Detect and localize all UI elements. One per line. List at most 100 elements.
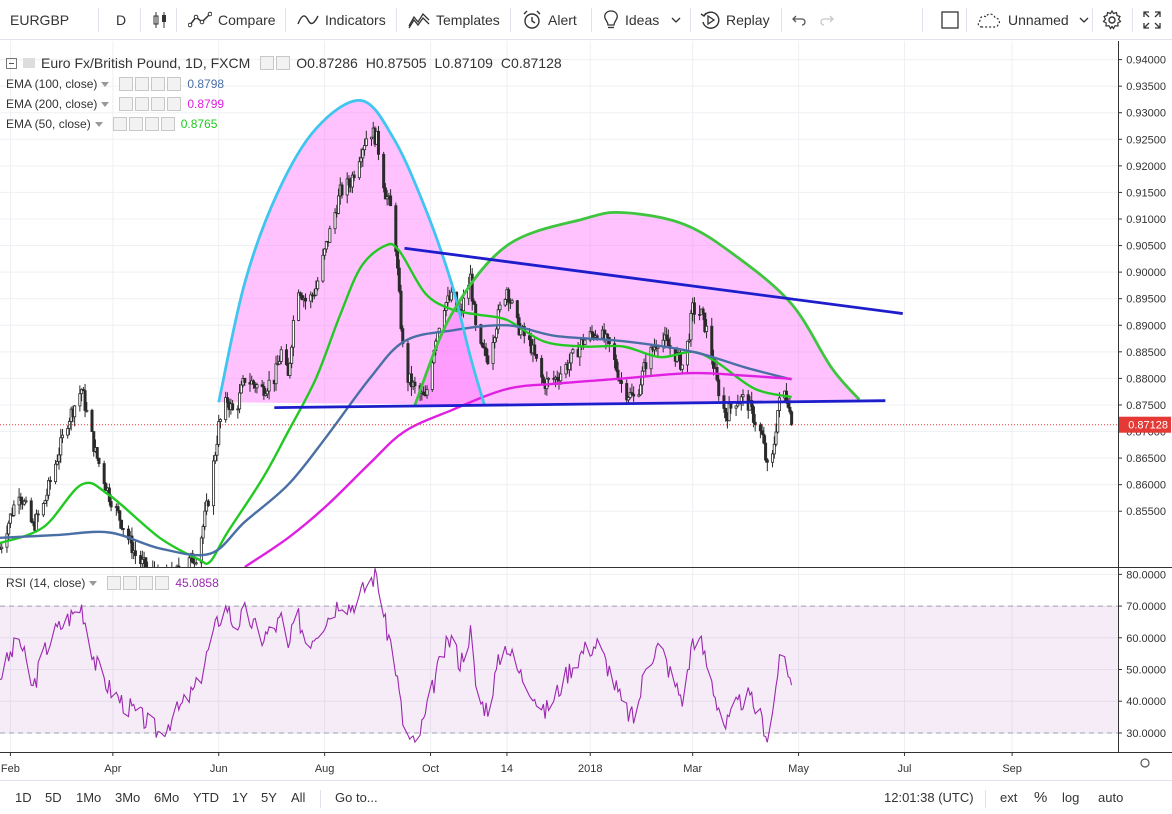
- interval-button[interactable]: D: [116, 0, 126, 40]
- range-all-button[interactable]: All: [291, 790, 306, 805]
- eye-icon[interactable]: [107, 576, 122, 590]
- utc-clock[interactable]: 12:01:38 (UTC): [884, 790, 974, 805]
- auto-scale-toggle[interactable]: auto: [1098, 790, 1124, 805]
- plus-icon[interactable]: [139, 576, 154, 590]
- plus-icon[interactable]: [144, 117, 159, 131]
- candle: [630, 383, 634, 396]
- candle: [120, 519, 124, 531]
- goto-button[interactable]: Go to...: [335, 790, 378, 805]
- candle-body: [239, 384, 243, 394]
- range-5d-button[interactable]: 5D: [45, 790, 62, 805]
- candle-body: [260, 384, 264, 387]
- settings-button[interactable]: [1102, 0, 1122, 40]
- ema200-label: EMA (200, close): [6, 97, 98, 111]
- close-icon[interactable]: [155, 576, 170, 590]
- candle-body: [54, 463, 58, 483]
- gear-icon[interactable]: [276, 56, 291, 70]
- range-1y-button[interactable]: 1Y: [232, 790, 248, 805]
- toolbar-divider: [510, 8, 511, 32]
- right-arc-fill: [414, 212, 860, 405]
- eye-icon[interactable]: [119, 97, 134, 111]
- candle: [534, 353, 538, 362]
- indicator-controls[interactable]: [119, 97, 182, 111]
- candle: [359, 148, 363, 168]
- chevron-down-icon[interactable]: [101, 81, 110, 87]
- redo-button[interactable]: [820, 0, 834, 40]
- range-5y-button[interactable]: 5Y: [261, 790, 277, 805]
- gear-icon[interactable]: [135, 97, 150, 111]
- range-ytd-button[interactable]: YTD: [193, 790, 219, 805]
- gear-icon[interactable]: [135, 77, 150, 91]
- candles: [0, 121, 794, 567]
- fullscreen-toggle-button[interactable]: [941, 0, 959, 40]
- eye-icon[interactable]: [260, 56, 275, 70]
- candle: [243, 377, 247, 386]
- gear-icon[interactable]: [128, 117, 143, 131]
- price-tick-label: 0.92500: [1126, 134, 1166, 146]
- chevron-down-icon[interactable]: [89, 580, 98, 586]
- series-controls[interactable]: [260, 56, 291, 70]
- indicator-controls[interactable]: [119, 77, 182, 91]
- candle-body: [583, 339, 587, 345]
- chevron-down-icon[interactable]: [94, 121, 103, 127]
- candle-body: [656, 346, 660, 349]
- price-tick-label: 0.90000: [1126, 267, 1166, 279]
- candle: [703, 312, 707, 334]
- maximize-button[interactable]: [1143, 0, 1161, 40]
- alert-button[interactable]: Alert: [522, 0, 577, 40]
- time-tick-label: Aug: [315, 763, 335, 775]
- chart-area[interactable]: 0.855000.860000.865000.870000.875000.880…: [0, 41, 1172, 780]
- eye-icon[interactable]: [119, 77, 134, 91]
- close-icon[interactable]: [167, 97, 182, 111]
- chart-style-button[interactable]: [152, 0, 168, 40]
- ideas-button[interactable]: Ideas: [603, 0, 681, 40]
- right-arc-curve: [413, 210, 861, 406]
- candle-body: [710, 325, 714, 358]
- ema200-value: 0.8799: [187, 97, 225, 111]
- range-6mo-button[interactable]: 6Mo: [154, 790, 180, 805]
- candle: [262, 381, 266, 400]
- range-3mo-button[interactable]: 3Mo: [115, 790, 141, 805]
- symbol-search[interactable]: EURGBP: [10, 0, 69, 40]
- indicator-controls[interactable]: [107, 576, 170, 590]
- candle: [569, 352, 573, 371]
- candle-body: [80, 389, 84, 395]
- range-1d-button[interactable]: 1D: [15, 790, 32, 805]
- extended-hours-toggle[interactable]: ext: [1000, 790, 1018, 805]
- toolbar-divider: [396, 8, 397, 32]
- indicators-icon: [297, 12, 319, 28]
- candle-body: [359, 157, 363, 163]
- time-tick-label: Apr: [104, 763, 121, 775]
- candle: [300, 292, 304, 301]
- candle: [102, 460, 106, 492]
- chevron-down-icon[interactable]: [101, 101, 110, 107]
- gear-icon[interactable]: [123, 576, 138, 590]
- log-scale-toggle[interactable]: log: [1062, 790, 1080, 805]
- indicator-controls[interactable]: [112, 117, 175, 131]
- candle-body: [491, 342, 495, 364]
- plus-icon[interactable]: [151, 97, 166, 111]
- chart-canvas[interactable]: 0.855000.860000.865000.870000.875000.880…: [0, 41, 1172, 780]
- candle: [59, 428, 63, 464]
- price-tick-label: 0.91500: [1126, 187, 1166, 199]
- close-icon[interactable]: [167, 77, 182, 91]
- close-icon[interactable]: [160, 117, 175, 131]
- layout-save-button[interactable]: Unnamed: [976, 0, 1089, 40]
- indicators-button[interactable]: Indicators: [297, 0, 386, 40]
- range-1mo-button[interactable]: 1Mo: [76, 790, 102, 805]
- compare-button[interactable]: Compare: [188, 0, 276, 40]
- candle-body: [309, 294, 313, 302]
- templates-button[interactable]: Templates: [408, 0, 500, 40]
- undo-button[interactable]: [792, 0, 806, 40]
- replay-button[interactable]: Replay: [700, 0, 770, 40]
- candle-body: [347, 178, 351, 186]
- candle: [304, 293, 308, 310]
- eye-icon[interactable]: [112, 117, 127, 131]
- candle-body: [288, 362, 292, 376]
- plus-icon[interactable]: [151, 77, 166, 91]
- candle-body: [626, 397, 630, 401]
- collapse-legend-icon[interactable]: [6, 57, 17, 69]
- percent-scale-toggle[interactable]: %: [1034, 789, 1048, 806]
- candle: [361, 147, 365, 167]
- candle: [95, 446, 99, 461]
